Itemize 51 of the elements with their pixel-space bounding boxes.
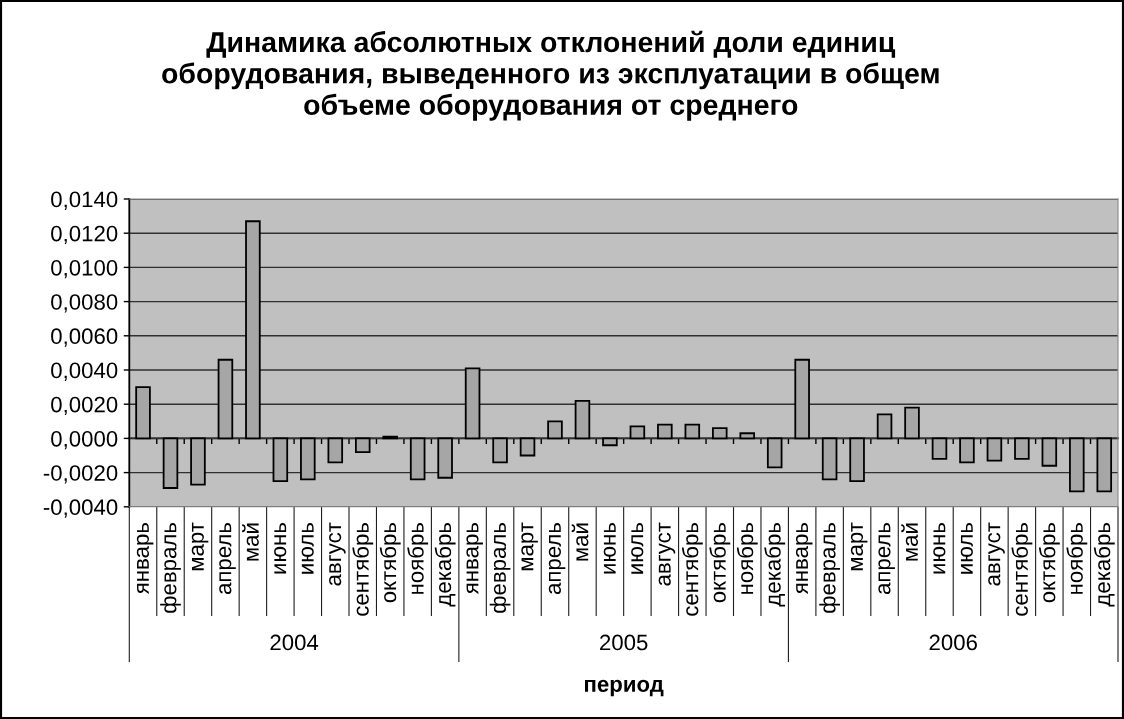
text: 2006 (929, 634, 977, 651)
y-tick-label: -0,0040 (43, 499, 118, 518)
text: 2005 (600, 634, 648, 651)
text: 2004 (270, 634, 319, 651)
x-tick-label: октябрь (1038, 522, 1060, 603)
y-tick-label: 0,0000 (51, 430, 118, 450)
y-tick-label: 0,0040 (51, 362, 118, 381)
x-tick-label: январь (136, 522, 154, 595)
x-tick-label: апрель (548, 522, 566, 595)
x-tick-label: июнь (603, 522, 616, 574)
x-tick-label: февраль (489, 522, 511, 613)
x-tick-label: октябрь (379, 522, 401, 603)
y-tick-label: 0,0060 (51, 328, 118, 347)
x-tick-label: ноябрь (1066, 522, 1088, 594)
x-tick-label: декабрь (1093, 522, 1115, 607)
x-tick-label: декабрь (764, 522, 786, 607)
x-tick-label: август (988, 522, 1005, 586)
y-tick-label: 0,0080 (51, 294, 118, 313)
x-tick-label: март (521, 522, 538, 571)
x-tick-label: июнь (933, 522, 946, 574)
y-tick-label: 0,0100 (51, 259, 118, 279)
x-tick-label: октябрь (709, 522, 731, 603)
y-tick-label: -0,0020 (43, 465, 118, 484)
x-tick-label: сентябрь (352, 522, 374, 616)
x-tick-label: июль (631, 522, 644, 574)
x-tick-label: август (658, 522, 676, 586)
x-tick-label: март (850, 522, 868, 571)
x-tick-label: январь (795, 522, 813, 595)
y-tick-label: 0,0020 (51, 396, 118, 416)
y-tick-label: 0,0140 (51, 191, 118, 210)
x-tick-label: ноябрь (736, 522, 758, 594)
x-tick-label: май (901, 523, 918, 561)
x-tick-label: январь (466, 522, 483, 595)
x-tick-label: февраль (819, 522, 840, 613)
x-tick-label: сентябрь (1011, 522, 1033, 616)
x-tick-label: сентябрь (681, 522, 703, 616)
x-tick-label: май (242, 523, 259, 561)
x-tick-label: август (329, 522, 346, 586)
x-tick-label: декабрь (434, 522, 456, 607)
y-tick-label: 0,0120 (51, 225, 118, 245)
chart-title: Динамика абсолютных отклонений доли единиц оборудования, выведенного из эксплуатации в общем объеме оборудования от среднего (162, 30, 939, 121)
x-tick-label: февраль (160, 522, 181, 613)
x-tick-label: июль (301, 522, 314, 574)
x-tick-label: апрель (219, 522, 236, 595)
x-tick-label: июнь (274, 522, 287, 574)
x-axis-title: период (585, 679, 664, 697)
x-tick-label: март (191, 522, 209, 571)
x-tick-label: ноябрь (407, 522, 429, 594)
x-tick-label: июль (960, 522, 973, 574)
x-tick-label: май (571, 523, 589, 561)
x-tick-label: апрель (878, 522, 895, 595)
